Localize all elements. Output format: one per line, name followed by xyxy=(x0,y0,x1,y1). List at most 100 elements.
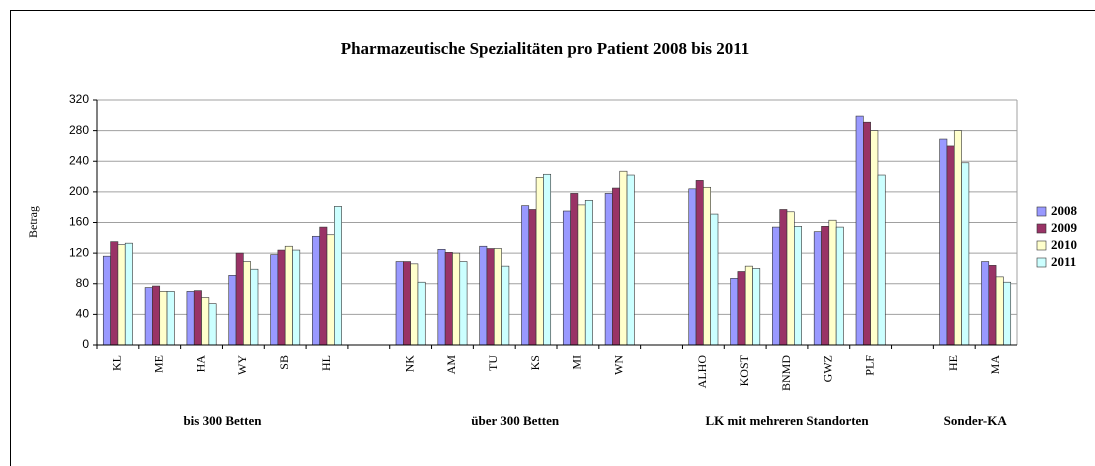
bar xyxy=(312,235,320,346)
x-tick-label: KOST xyxy=(737,354,751,386)
bar xyxy=(870,130,879,346)
x-tick-label: WN xyxy=(611,355,625,375)
chart-title: Pharmazeutische Spezialitäten pro Patien… xyxy=(341,39,750,58)
bar xyxy=(444,252,453,346)
bar xyxy=(877,174,886,346)
x-tick-label: MI xyxy=(570,355,584,370)
x-tick-label: HA xyxy=(193,355,207,373)
bar xyxy=(835,226,844,346)
bar xyxy=(794,226,802,346)
bar xyxy=(277,249,286,346)
bar xyxy=(208,303,217,346)
bar xyxy=(752,268,761,346)
bar xyxy=(319,226,328,346)
bar xyxy=(479,245,488,346)
bar xyxy=(584,199,593,346)
bar xyxy=(284,245,293,346)
bar xyxy=(1003,281,1012,346)
bar xyxy=(688,188,697,346)
x-tick-label: NK xyxy=(402,355,416,373)
bar xyxy=(459,261,468,346)
frame xyxy=(10,10,1095,466)
bar xyxy=(152,285,161,346)
bar xyxy=(772,226,780,346)
group-label: LK mit mehreren Standorten xyxy=(705,413,869,428)
x-tick-label: HL xyxy=(319,355,333,371)
bar xyxy=(961,162,970,346)
bar xyxy=(981,261,990,346)
bar xyxy=(562,210,571,346)
legend-swatch xyxy=(1036,206,1047,217)
bar xyxy=(604,193,613,346)
bar xyxy=(570,193,579,346)
x-tick-label: ALHO xyxy=(695,355,709,389)
y-tick-label: 320 xyxy=(69,92,89,106)
bar xyxy=(124,242,133,346)
bar xyxy=(110,241,119,346)
bar xyxy=(813,231,822,346)
y-axis-label: Betrag xyxy=(26,206,40,238)
bar xyxy=(395,261,404,346)
bar xyxy=(437,248,446,346)
legend-label: 2009 xyxy=(1051,220,1078,235)
bar xyxy=(270,254,279,346)
bar xyxy=(953,130,962,346)
bar xyxy=(144,287,153,346)
bar xyxy=(626,174,635,346)
bar xyxy=(292,249,301,346)
bar xyxy=(695,180,704,346)
legend-label: 2011 xyxy=(1051,254,1076,269)
bar xyxy=(995,276,1004,346)
bar xyxy=(821,226,830,346)
bar xyxy=(403,261,411,346)
legend-label: 2010 xyxy=(1051,237,1077,252)
x-tick-label: GWZ xyxy=(821,355,835,382)
y-tick-label: 160 xyxy=(69,215,89,229)
bar xyxy=(493,248,502,346)
bar xyxy=(521,205,530,346)
bar xyxy=(535,177,544,346)
bar xyxy=(988,265,997,346)
legend-swatch xyxy=(1036,240,1047,251)
bar xyxy=(243,261,251,346)
bar xyxy=(102,255,111,346)
y-tick-label: 80 xyxy=(76,276,90,290)
bar xyxy=(703,186,711,346)
bar xyxy=(737,271,746,346)
group-label: bis 300 Betten xyxy=(183,413,262,428)
y-tick-label: 280 xyxy=(69,123,89,137)
bar xyxy=(710,213,719,346)
bar xyxy=(117,244,126,346)
x-tick-label: BNMD xyxy=(779,355,793,391)
bar xyxy=(228,275,237,346)
group-label: Sonder-KA xyxy=(944,413,1008,428)
x-tick-label: TU xyxy=(486,355,500,371)
bar xyxy=(828,219,837,346)
bar xyxy=(543,173,552,346)
bar xyxy=(250,268,259,346)
bar xyxy=(939,138,948,346)
bar xyxy=(744,265,753,346)
bar xyxy=(501,265,510,346)
bar xyxy=(201,297,210,346)
bar xyxy=(193,290,202,346)
x-tick-label: MA xyxy=(988,355,1002,375)
y-tick-label: 200 xyxy=(69,184,89,198)
bar xyxy=(166,291,175,346)
group-label: über 300 Betten xyxy=(471,413,560,428)
x-tick-label: KL xyxy=(110,355,124,371)
bar xyxy=(779,209,788,346)
legend-swatch xyxy=(1036,223,1047,234)
bar xyxy=(452,252,461,346)
bar xyxy=(186,291,195,346)
bar xyxy=(417,281,426,346)
bar xyxy=(410,263,419,346)
bar xyxy=(235,252,244,346)
bar xyxy=(863,121,871,346)
bar xyxy=(577,204,586,346)
y-tick-label: 120 xyxy=(69,245,89,259)
bar xyxy=(730,278,739,346)
x-tick-label: ME xyxy=(151,355,165,373)
x-tick-label: KS xyxy=(528,355,542,370)
x-tick-label: WY xyxy=(235,355,249,375)
